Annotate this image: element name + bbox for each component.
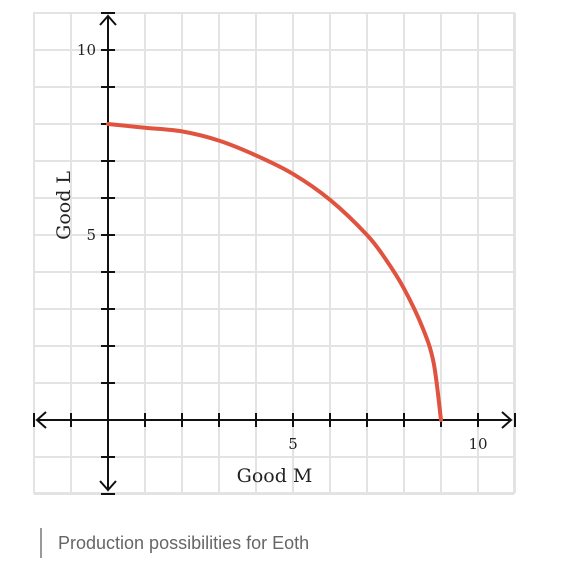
grid-border	[33, 12, 515, 494]
x-tick-label: 10	[468, 435, 487, 453]
y-tick-label: 10	[77, 41, 96, 59]
y-axis-arrow-down	[99, 480, 117, 492]
x-axis-title: Good M	[237, 465, 313, 487]
chart-caption: Production possibilities for Eoth	[40, 528, 309, 558]
grid	[33, 12, 516, 495]
ppf-curve-0	[106, 122, 443, 422]
x-axis-arrow-right	[501, 411, 513, 429]
x-tick-label: 5	[288, 435, 298, 453]
ppf-chart: 5 10 5 10 Good M Good L	[33, 12, 516, 495]
x-axis-arrow-left	[35, 411, 47, 429]
y-tick-label: 5	[86, 226, 96, 244]
curves	[106, 122, 443, 422]
y-axis-arrow-up	[99, 14, 117, 26]
y-axis-title: Good L	[53, 171, 75, 240]
axes	[33, 12, 516, 495]
labels: 5 10 5 10 Good M Good L	[53, 41, 488, 487]
